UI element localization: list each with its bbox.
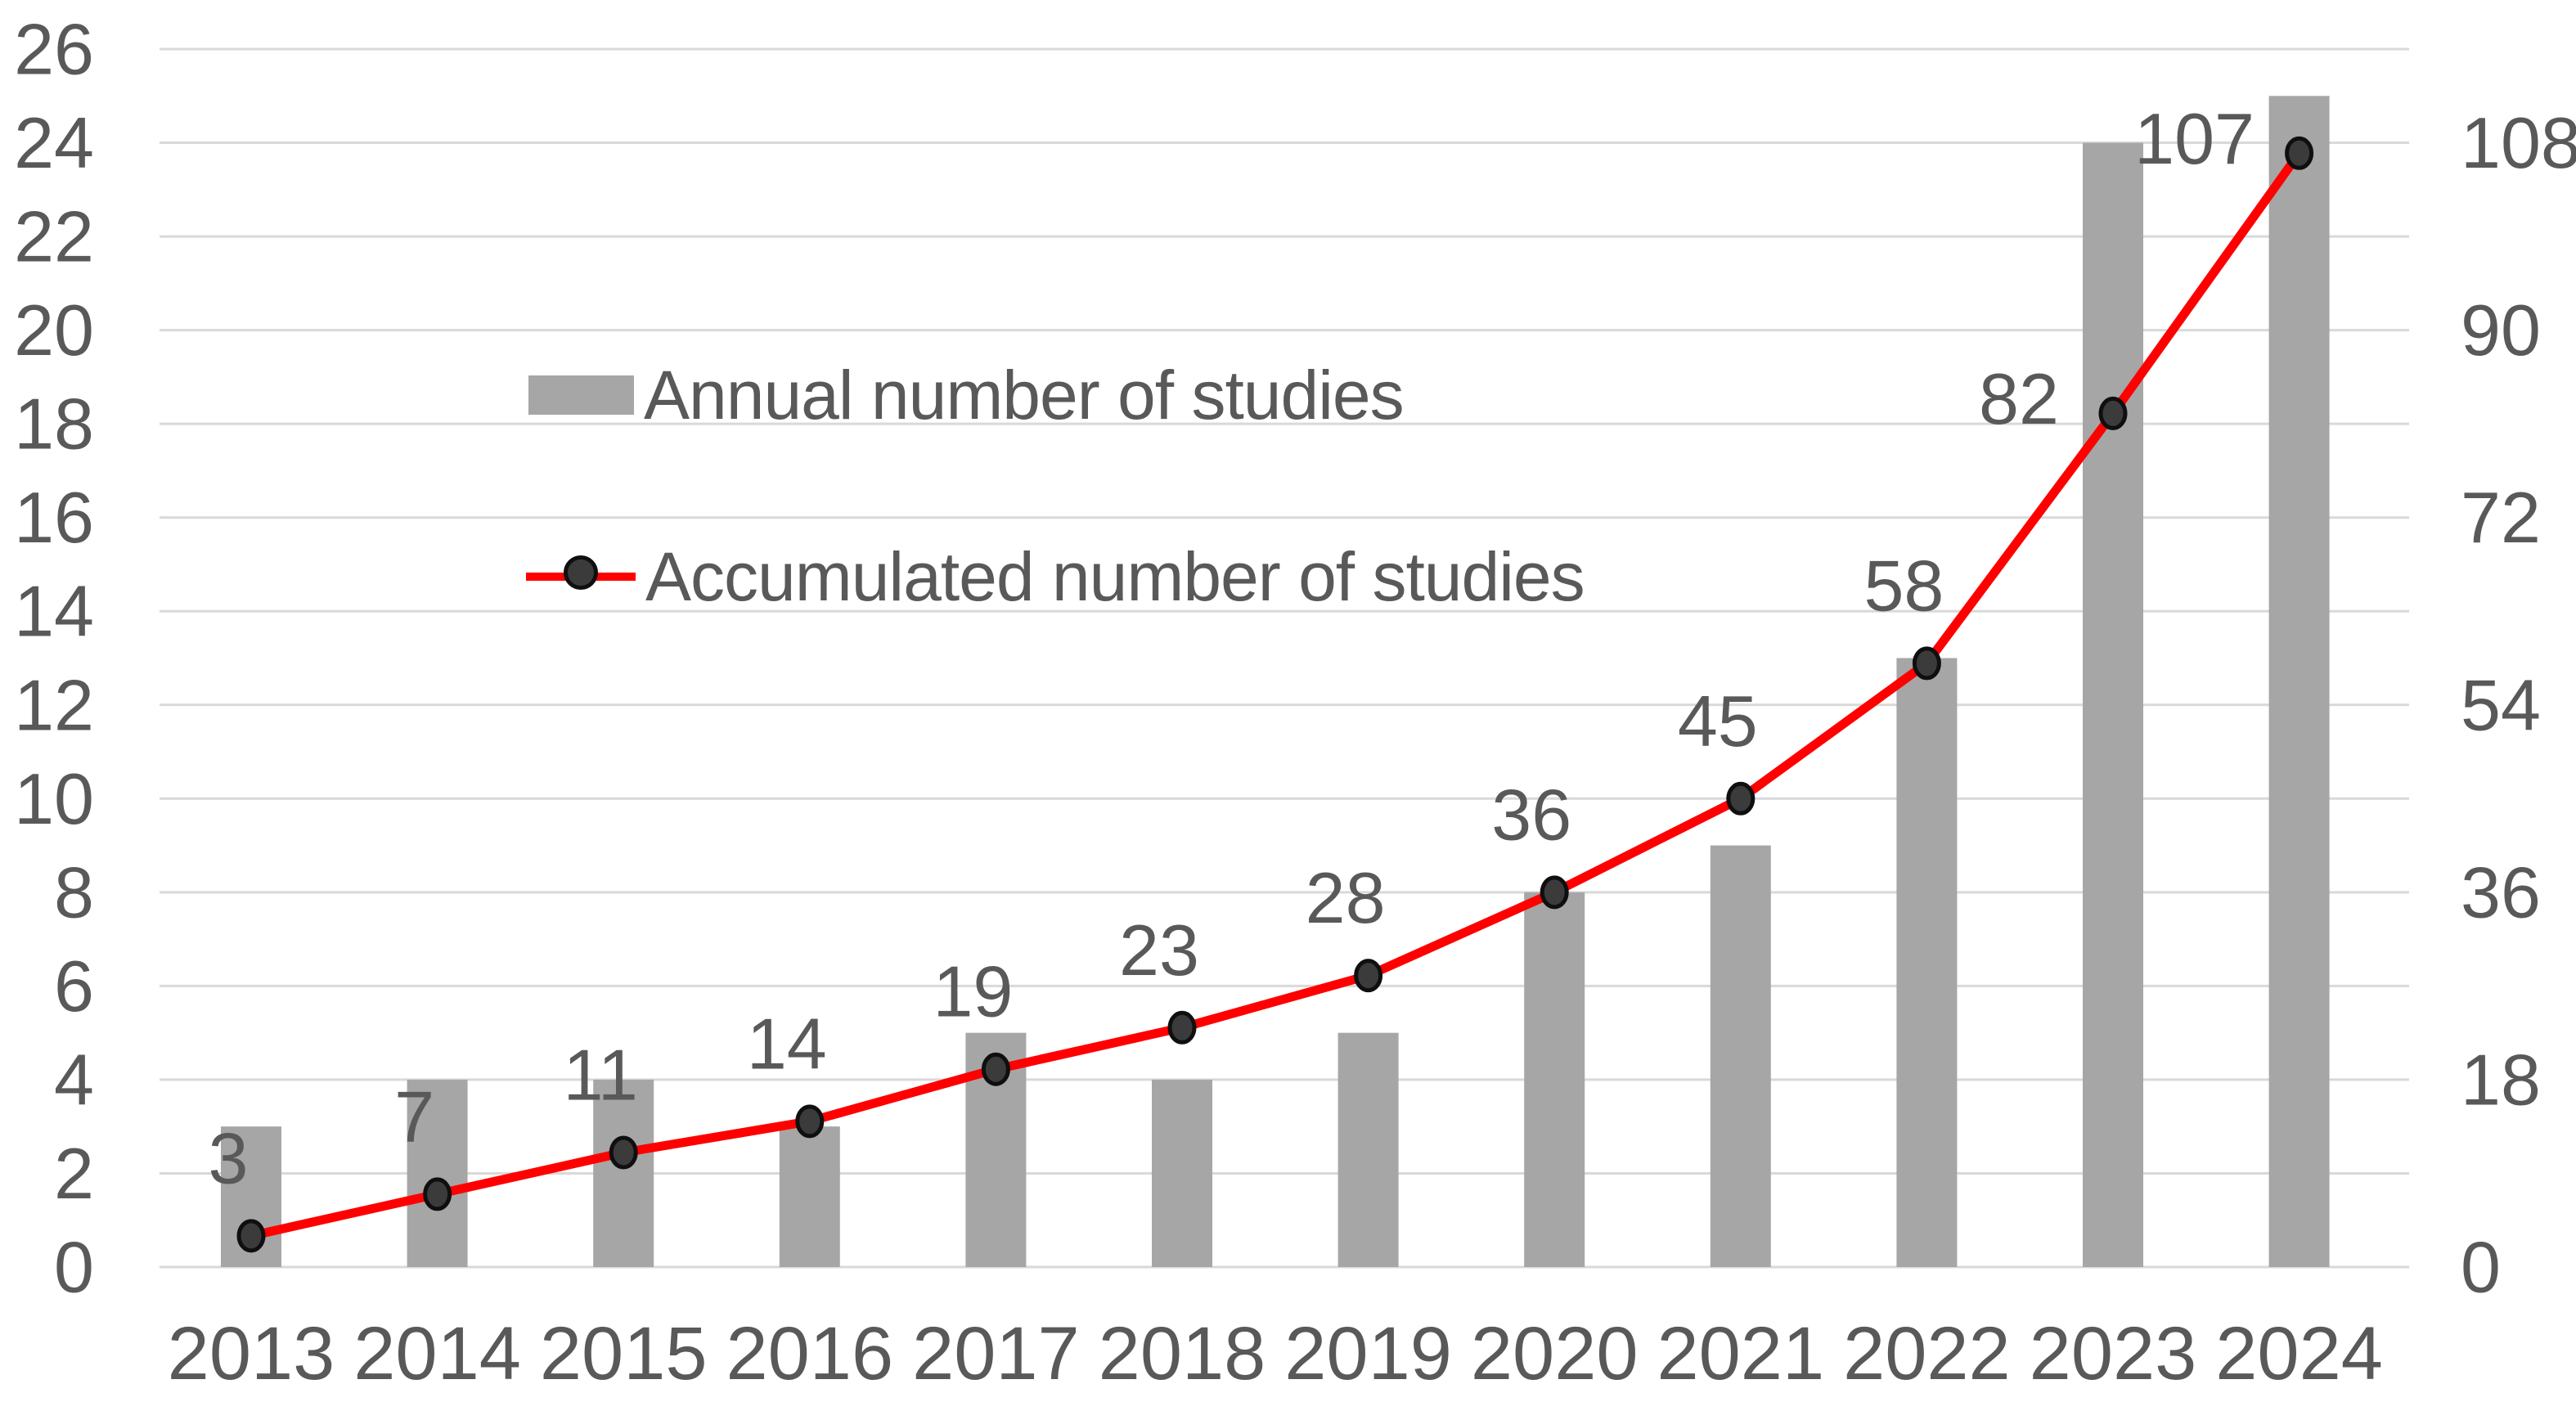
bar-2018 (1152, 1079, 1212, 1267)
x-axis-label-2019: 2019 (1284, 1312, 1452, 1395)
left-axis-tick-0: 0 (54, 1227, 94, 1308)
bar-2014 (407, 1079, 468, 1267)
left-axis-tick-10: 10 (14, 758, 94, 839)
data-label-2023: 82 (1979, 358, 2059, 439)
marker-2016 (795, 1104, 825, 1139)
marker-2018 (1167, 1010, 1197, 1045)
left-axis-tick-8: 8 (54, 852, 94, 932)
line-sample-marker-icon (564, 555, 598, 590)
x-axis-label-2023: 2023 (2030, 1312, 2197, 1395)
marker-2021 (1726, 781, 1756, 816)
marker-2013 (236, 1219, 266, 1253)
right-axis-tick-36: 36 (2461, 852, 2541, 932)
data-label-2016: 14 (747, 1003, 827, 1084)
legend-label-accumulated: Accumulated number of studies (645, 537, 1585, 615)
x-axis-label-2014: 2014 (353, 1312, 521, 1395)
marker-2022 (1912, 646, 1941, 681)
right-axis-tick-108: 108 (2461, 102, 2576, 183)
data-label-2013: 3 (209, 1117, 249, 1198)
right-axis-tick-72: 72 (2461, 477, 2541, 558)
left-axis-tick-22: 22 (14, 196, 94, 277)
legend-label-annual: Annual number of studies (644, 356, 1405, 434)
x-axis-label-2013: 2013 (168, 1312, 335, 1395)
left-axis-tick-16: 16 (14, 477, 94, 558)
left-axis-tick-4: 4 (54, 1039, 94, 1120)
data-label-2014: 7 (394, 1076, 434, 1157)
left-axis-tick-26: 26 (14, 9, 94, 90)
data-label-2020: 36 (1491, 774, 1571, 855)
right-axis-tick-18: 18 (2461, 1039, 2541, 1120)
data-label-2021: 45 (1678, 681, 1758, 762)
left-axis-tick-18: 18 (14, 384, 94, 465)
marker-2024 (2285, 136, 2314, 170)
x-axis-label-2021: 2021 (1657, 1312, 1824, 1395)
line-series-sample (526, 544, 636, 609)
left-axis-tick-14: 14 (14, 571, 94, 652)
left-axis-tick-6: 6 (54, 946, 94, 1027)
bar-2024 (2268, 96, 2330, 1267)
x-axis-label-2015: 2015 (540, 1312, 708, 1395)
bar-2022 (1896, 658, 1958, 1267)
marker-2014 (423, 1177, 452, 1211)
data-label-2017: 19 (933, 951, 1013, 1032)
x-axis-label-2017: 2017 (912, 1312, 1080, 1395)
left-axis-tick-20: 20 (14, 290, 94, 371)
marker-2020 (1540, 875, 1569, 910)
right-axis-tick-0: 0 (2461, 1227, 2501, 1308)
x-axis-label-2020: 2020 (1471, 1312, 1639, 1395)
bar-2023 (2083, 142, 2143, 1268)
marker-2017 (981, 1052, 1010, 1086)
data-label-2018: 23 (1119, 910, 1199, 991)
legend-item-accumulated: Accumulated number of studies (526, 538, 1585, 615)
marker-2023 (2098, 396, 2128, 430)
marker-2015 (609, 1135, 638, 1170)
data-label-2015: 11 (564, 1035, 638, 1116)
x-axis-label-2016: 2016 (726, 1312, 893, 1395)
data-label-2019: 28 (1306, 857, 1386, 938)
bar-2021 (1710, 845, 1771, 1267)
bar-2016 (779, 1126, 840, 1267)
x-axis-label-2022: 2022 (1843, 1312, 2011, 1395)
left-axis-tick-24: 24 (14, 102, 94, 183)
bar-2015 (593, 1079, 654, 1267)
left-axis-tick-2: 2 (54, 1133, 94, 1214)
data-label-2024: 107 (2134, 98, 2255, 179)
accumulated-line (246, 148, 2304, 1241)
x-axis-label-2018: 2018 (1099, 1312, 1266, 1395)
legend-item-annual: Annual number of studies (528, 357, 1405, 434)
data-label-2022: 58 (1863, 545, 1944, 626)
x-axis-label-2024: 2024 (2215, 1312, 2383, 1395)
right-axis-tick-54: 54 (2461, 664, 2541, 745)
bar-2019 (1337, 1032, 1399, 1267)
right-axis-tick-90: 90 (2461, 290, 2541, 371)
bar-series-swatch (528, 375, 634, 415)
bar-2020 (1524, 892, 1585, 1267)
marker-2019 (1354, 959, 1383, 993)
left-axis-tick-12: 12 (14, 664, 94, 745)
